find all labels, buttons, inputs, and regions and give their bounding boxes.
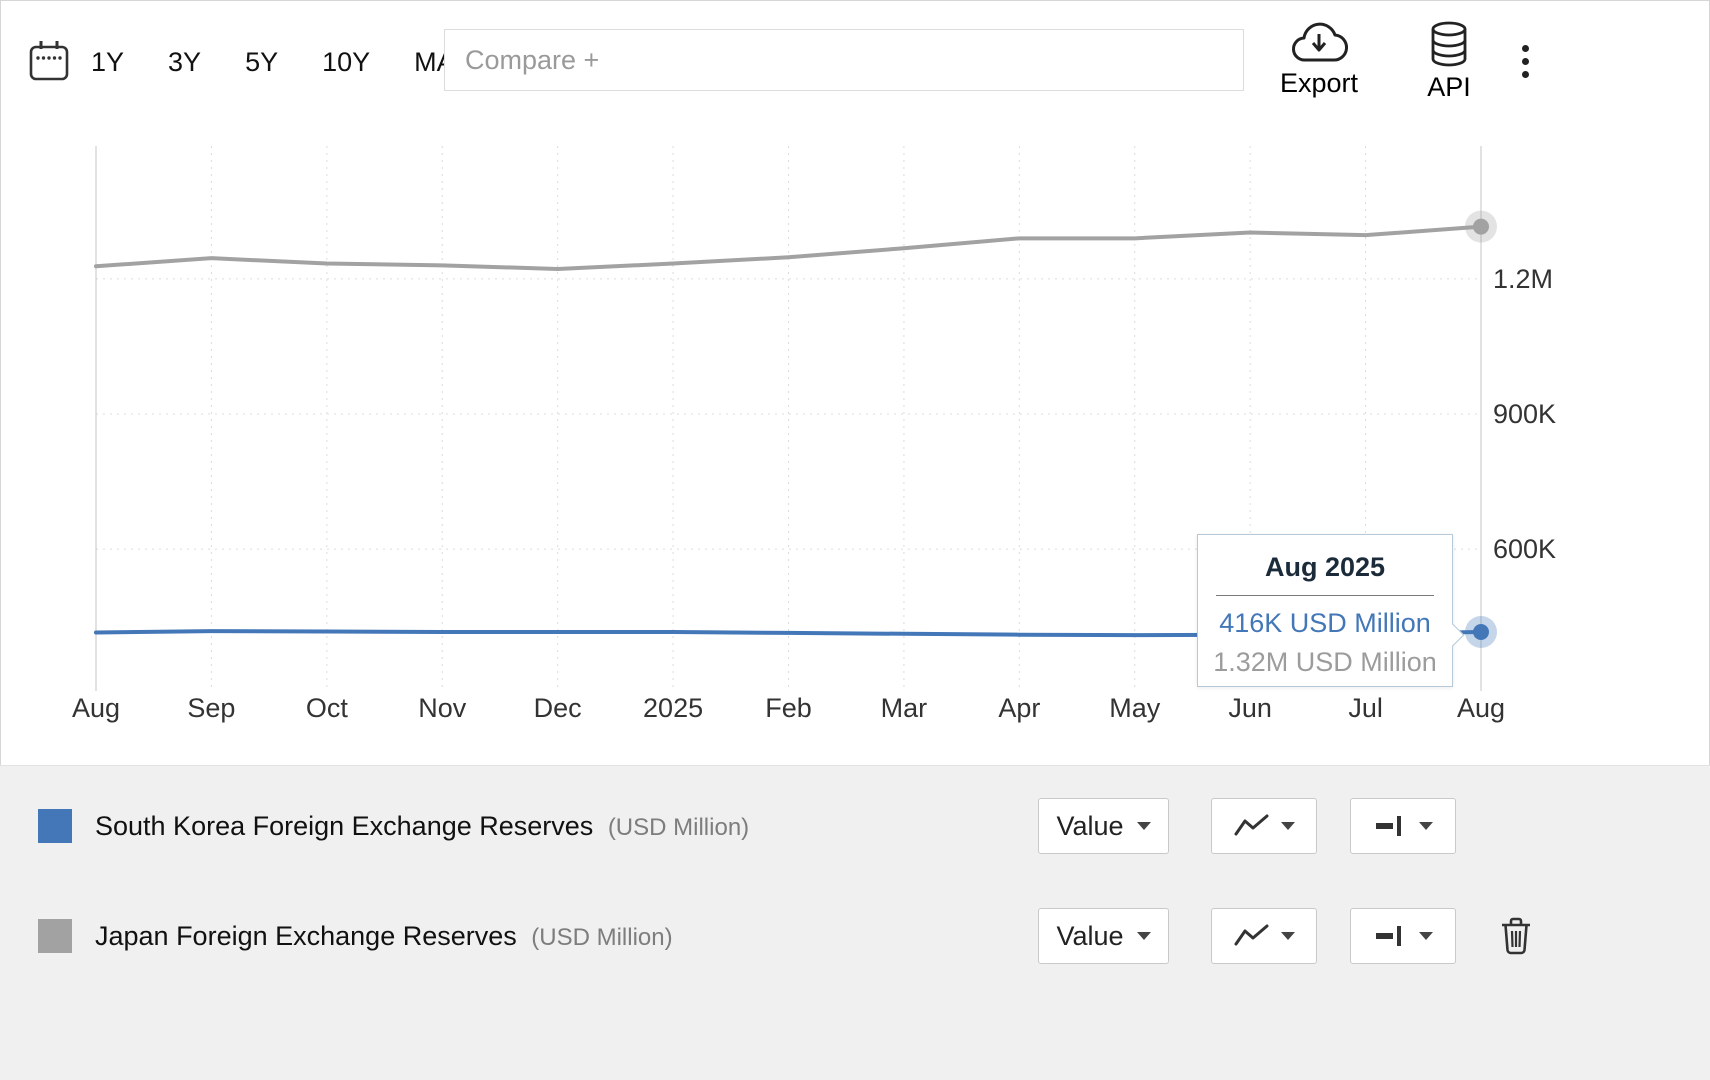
- x-axis-label: Feb: [765, 693, 812, 723]
- series-name: Japan Foreign Exchange Reserves: [95, 921, 517, 951]
- kebab-dot: [1522, 45, 1529, 52]
- range-3y[interactable]: 3Y: [168, 47, 202, 77]
- export-cloud-icon: [1292, 22, 1348, 62]
- compare-input[interactable]: [444, 29, 1244, 91]
- chevron-down-icon: [1280, 932, 1295, 940]
- x-axis-label: Aug: [72, 693, 120, 723]
- y-axis-label: 900K: [1493, 399, 1556, 429]
- toolbar: 1Y 3Y 5Y 10Y MAX Export API: [1, 1, 1709, 111]
- legend-panel: South Korea Foreign Exchange Reserves (U…: [0, 765, 1710, 1080]
- line-width-icon: [1375, 816, 1401, 836]
- line-chart-icon: [1234, 924, 1268, 946]
- calendar-button[interactable]: [27, 39, 71, 83]
- x-axis-label: Dec: [534, 693, 582, 723]
- value-dropdown[interactable]: Value: [1038, 798, 1169, 854]
- value-dropdown[interactable]: Value: [1038, 908, 1169, 964]
- value-dropdown-label: Value: [1056, 920, 1124, 951]
- x-axis-label: Apr: [998, 693, 1040, 723]
- chart-panel: 1Y 3Y 5Y 10Y MAX Export API: [0, 0, 1710, 765]
- series-name: South Korea Foreign Exchange Reserves: [95, 811, 594, 841]
- x-axis-label: Jul: [1348, 693, 1383, 723]
- database-icon: [1431, 21, 1467, 67]
- x-axis-label: Aug: [1457, 693, 1505, 723]
- kebab-dot: [1522, 58, 1529, 65]
- series-unit: (USD Million): [531, 924, 673, 951]
- x-axis-label: Mar: [881, 693, 928, 723]
- y-axis-label: 600K: [1493, 534, 1556, 564]
- legend-row-japan: Japan Foreign Exchange Reserves (USD Mil…: [0, 908, 1710, 964]
- chevron-down-icon: [1280, 822, 1295, 830]
- series-endpoint-dot: [1473, 218, 1489, 235]
- export-button[interactable]: Export: [1263, 21, 1375, 99]
- x-axis-label: May: [1109, 693, 1161, 723]
- series-label: Japan Foreign Exchange Reserves (USD Mil…: [95, 908, 673, 966]
- tooltip-separator: [1216, 595, 1434, 596]
- value-dropdown-label: Value: [1056, 810, 1124, 841]
- chart-tooltip: Aug 2025 416K USD Million 1.32M USD Mill…: [1197, 534, 1465, 687]
- legend-swatch: [38, 919, 72, 953]
- line-width-icon: [1375, 926, 1401, 946]
- chart-type-dropdown[interactable]: [1211, 908, 1317, 964]
- range-5y[interactable]: 5Y: [245, 47, 279, 77]
- chevron-down-icon: [1418, 822, 1433, 830]
- line-chart-icon: [1234, 814, 1268, 836]
- x-axis-label: Jun: [1228, 693, 1272, 723]
- range-1y[interactable]: 1Y: [91, 47, 125, 77]
- tooltip-title: Aug 2025: [1264, 552, 1386, 582]
- api-button[interactable]: API: [1409, 21, 1489, 103]
- x-axis-label: 2025: [643, 693, 703, 723]
- api-label: API: [1427, 72, 1471, 102]
- x-axis-label: Sep: [187, 693, 235, 723]
- chart[interactable]: 1.2M 900K 600K Aug Sep Oct Nov Dec 2025 Feb Mar Apr…: [1, 1, 1710, 766]
- range-10y[interactable]: 10Y: [322, 47, 371, 77]
- series-unit: (USD Million): [607, 814, 750, 841]
- chevron-down-icon: [1136, 932, 1151, 940]
- x-axis-label: Oct: [306, 693, 349, 723]
- line-style-dropdown[interactable]: [1350, 908, 1456, 964]
- legend-row-south-korea: South Korea Foreign Exchange Reserves (U…: [0, 798, 1710, 854]
- kebab-menu-button[interactable]: [1522, 45, 1529, 78]
- trash-icon: [1502, 917, 1530, 954]
- chevron-down-icon: [1418, 932, 1433, 940]
- series-line: [94, 224, 1483, 271]
- delete-series-button[interactable]: [1494, 915, 1538, 959]
- chart-type-dropdown[interactable]: [1211, 798, 1317, 854]
- series-label: South Korea Foreign Exchange Reserves (U…: [95, 798, 749, 856]
- x-axis-label: Nov: [418, 693, 467, 723]
- chevron-down-icon: [1136, 822, 1151, 830]
- y-axis-label: 1.2M: [1493, 264, 1553, 294]
- export-label: Export: [1279, 68, 1359, 98]
- series-endpoint-dot: [1473, 623, 1489, 640]
- line-style-dropdown[interactable]: [1350, 798, 1456, 854]
- tooltip-value-primary: 416K USD Million: [1219, 608, 1431, 638]
- tooltip-value-secondary: 1.32M USD Million: [1213, 647, 1437, 677]
- calendar-icon: [29, 41, 69, 81]
- kebab-dot: [1522, 71, 1529, 78]
- legend-swatch: [38, 809, 72, 843]
